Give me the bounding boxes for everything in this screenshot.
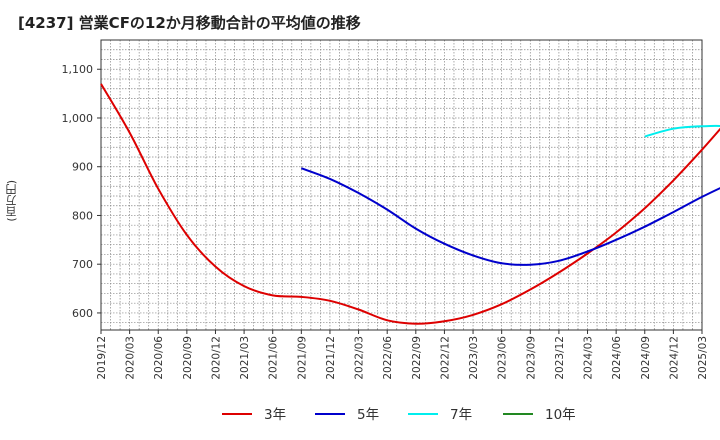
plot-area [101, 40, 702, 330]
y-tick-label: 800 [72, 209, 93, 222]
y-tick-label: 600 [72, 307, 93, 320]
legend-label-4: 10年 [545, 407, 576, 423]
series-line-3 [644, 124, 720, 138]
series-line-1 [100, 83, 720, 325]
y-tick-label: 700 [72, 258, 93, 271]
x-tick-label: 2024/12 [668, 336, 680, 380]
x-tick-label: 2020/03 [125, 336, 137, 380]
x-tick-label: 2022/03 [354, 336, 366, 380]
x-tick-label: 2021/03 [239, 336, 251, 380]
x-tick-label: 2024/09 [640, 336, 652, 380]
x-tick-label: 2023/12 [554, 336, 566, 380]
x-tick-label: 2022/06 [382, 336, 394, 380]
y-tick-label: 1,100 [62, 63, 94, 76]
x-tick-label: 2021/12 [325, 336, 337, 380]
plot-frame [100, 39, 703, 331]
y-tick-label: 900 [72, 161, 93, 174]
legend-label-3: 7年 [450, 407, 472, 423]
x-tick-label: 2023/06 [497, 336, 509, 380]
legend-label-2: 5年 [357, 407, 379, 423]
y-tick-label: 1,000 [62, 112, 94, 125]
x-tick-label: 2021/09 [296, 336, 308, 380]
x-tick-label: 2020/06 [153, 336, 165, 380]
legend-label-1: 3年 [264, 407, 286, 423]
x-tick-label: 2021/06 [268, 336, 280, 380]
x-tick-label: 2019/12 [96, 336, 108, 380]
x-tick-label: 2020/12 [210, 336, 222, 380]
x-tick-label: 2024/03 [583, 336, 595, 380]
x-tick-label: 2024/06 [611, 336, 623, 380]
series-line-2 [300, 167, 720, 266]
chart-title: [4237] 営業CFの12か月移動合計の平均値の推移 [18, 14, 361, 32]
x-tick-label: 2022/09 [411, 336, 423, 380]
x-tick-label: 2022/12 [439, 336, 451, 380]
x-tick-label: 2023/03 [468, 336, 480, 380]
x-tick-label: 2023/09 [525, 336, 537, 380]
x-tick-label: 2020/09 [182, 336, 194, 380]
x-tick-label: 2025/03 [697, 336, 709, 380]
